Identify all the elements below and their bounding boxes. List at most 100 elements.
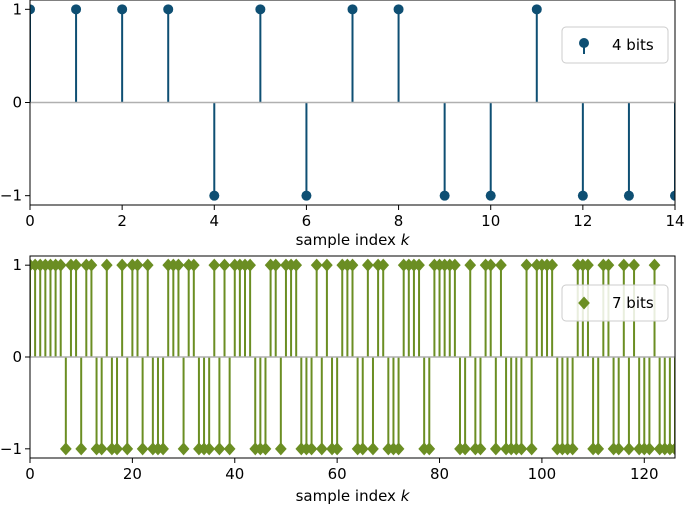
- data-point: [208, 258, 221, 272]
- data-point: [290, 258, 303, 272]
- x-tick-label: 0: [25, 465, 35, 483]
- x-tick-label: 6: [302, 212, 312, 230]
- data-point: [592, 442, 605, 456]
- plot-area: [30, 258, 685, 456]
- data-point: [495, 258, 507, 272]
- x-tick-label: 20: [123, 465, 142, 483]
- data-point: [30, 4, 35, 15]
- data-point: [392, 442, 405, 456]
- data-point: [163, 4, 174, 15]
- y-tick-label: −1: [0, 187, 22, 205]
- legend-label: 7 bits: [612, 294, 654, 312]
- stems: [30, 265, 675, 449]
- data-point: [223, 442, 236, 456]
- x-axis-label: sample index k: [296, 231, 411, 249]
- data-point: [577, 190, 588, 201]
- x-tick-label: 40: [225, 465, 244, 483]
- x-tick-label: 14: [665, 212, 684, 230]
- data-point: [669, 442, 675, 456]
- data-point: [209, 190, 220, 201]
- y-tick-label: −1: [0, 440, 22, 458]
- data-point: [218, 258, 231, 272]
- data-point: [670, 190, 675, 201]
- data-point: [269, 258, 282, 272]
- data-point: [315, 442, 328, 456]
- data-point: [617, 258, 630, 272]
- data-point: [347, 4, 358, 15]
- data-point: [623, 190, 634, 201]
- data-point: [95, 442, 108, 456]
- data-point: [274, 442, 287, 456]
- data-point: [602, 258, 615, 272]
- data-point: [628, 258, 640, 272]
- data-point: [141, 258, 154, 272]
- legend-box: [561, 26, 669, 64]
- data-point: [612, 442, 625, 456]
- x-tick-label: 120: [630, 465, 659, 483]
- x-tick-label: 2: [117, 212, 127, 230]
- data-point: [377, 258, 390, 272]
- data-point: [70, 258, 82, 272]
- data-point: [301, 190, 312, 201]
- x-tick-label: 100: [528, 465, 557, 483]
- data-point: [356, 442, 369, 456]
- data-point: [259, 442, 272, 456]
- stems: [30, 9, 675, 196]
- data-point: [117, 4, 128, 15]
- data-point: [679, 442, 685, 455]
- data-point: [531, 4, 542, 15]
- x-tick-label: 60: [328, 465, 347, 483]
- data-point: [459, 442, 471, 456]
- data-point: [116, 258, 128, 272]
- data-point: [674, 448, 675, 450]
- data-point: [439, 190, 450, 201]
- data-point: [474, 442, 487, 456]
- y-tick-label: 0: [12, 94, 22, 112]
- x-tick-label: 10: [481, 212, 500, 230]
- y-tick-label: 0: [12, 348, 22, 366]
- data-point: [59, 442, 72, 456]
- data-point: [489, 442, 502, 456]
- data-point: [546, 258, 558, 272]
- legend-box: [561, 284, 669, 322]
- data-point: [515, 442, 528, 456]
- x-axis-label: sample index k: [296, 487, 411, 505]
- data-point: [648, 258, 661, 272]
- data-point: [582, 258, 594, 272]
- data-point: [367, 442, 379, 456]
- data-point: [321, 258, 333, 272]
- x-tick-label: 8: [394, 212, 404, 230]
- data-point: [331, 442, 343, 456]
- data-point: [346, 258, 359, 272]
- data-point: [449, 258, 461, 272]
- data-point: [566, 442, 579, 456]
- data-point: [310, 258, 323, 272]
- data-point: [187, 258, 200, 272]
- data-point: [423, 442, 436, 456]
- legend: 7 bits: [561, 284, 669, 322]
- plot-area: [30, 4, 675, 201]
- y-tick-label: 1: [12, 0, 22, 18]
- data-point: [111, 442, 123, 456]
- data-point: [520, 258, 533, 272]
- data-point: [393, 4, 404, 15]
- data-point: [485, 190, 496, 201]
- data-point: [136, 442, 149, 456]
- legend-marker: [578, 296, 590, 310]
- x-tick-label: 0: [25, 212, 35, 230]
- data-point: [413, 258, 425, 272]
- markers: [30, 258, 685, 456]
- legend-marker: [579, 38, 589, 48]
- data-point: [203, 442, 216, 456]
- data-point: [255, 4, 266, 15]
- data-point: [54, 258, 67, 272]
- data-point: [305, 442, 318, 456]
- data-point: [643, 442, 656, 456]
- data-point: [213, 442, 226, 456]
- data-point: [623, 442, 635, 456]
- markers: [30, 4, 675, 201]
- data-point: [131, 258, 144, 272]
